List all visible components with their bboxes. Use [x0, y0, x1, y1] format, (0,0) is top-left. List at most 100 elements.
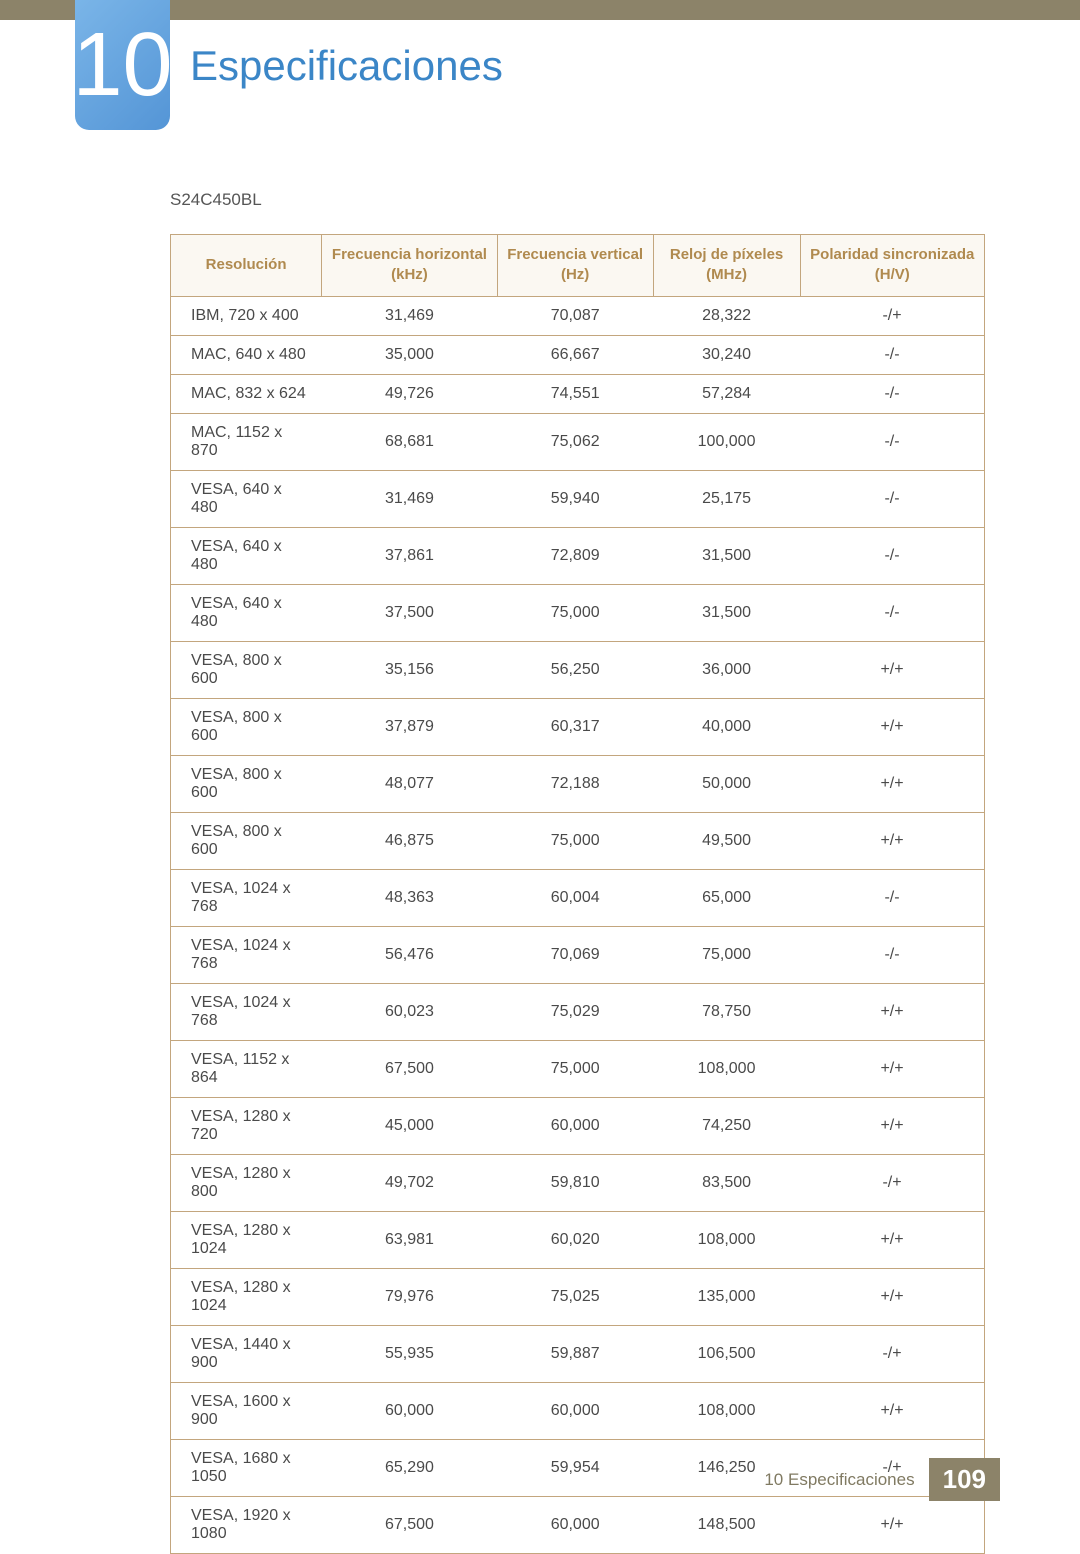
table-cell: 35,000	[322, 335, 498, 374]
col-header-3: Reloj de píxeles (MHz)	[653, 235, 800, 297]
footer: 10 Especificaciones 109	[764, 1458, 1000, 1501]
table-cell: 60,000	[322, 1382, 498, 1439]
table-cell: +/+	[800, 1097, 984, 1154]
table-cell: 106,500	[653, 1325, 800, 1382]
table-cell: 60,000	[497, 1382, 653, 1439]
table-cell: 50,000	[653, 755, 800, 812]
table-cell: -/-	[800, 527, 984, 584]
table-cell: 75,062	[497, 413, 653, 470]
table-cell: +/+	[800, 983, 984, 1040]
table-cell: 48,363	[322, 869, 498, 926]
table-cell: 68,681	[322, 413, 498, 470]
table-cell: +/+	[800, 698, 984, 755]
table-cell: 60,000	[497, 1097, 653, 1154]
table-cell: 67,500	[322, 1496, 498, 1553]
table-cell: 40,000	[653, 698, 800, 755]
table-cell: VESA, 1280 x 1024	[171, 1268, 322, 1325]
col-header-1: Frecuencia horizontal (kHz)	[322, 235, 498, 297]
table-cell: 60,020	[497, 1211, 653, 1268]
table-cell: 59,940	[497, 470, 653, 527]
table-cell: 75,025	[497, 1268, 653, 1325]
table-cell: +/+	[800, 1268, 984, 1325]
table-cell: VESA, 1152 x 864	[171, 1040, 322, 1097]
table-cell: -/-	[800, 470, 984, 527]
table-cell: 74,250	[653, 1097, 800, 1154]
table-cell: 57,284	[653, 374, 800, 413]
table-cell: VESA, 1680 x 1050	[171, 1439, 322, 1496]
table-cell: 36,000	[653, 641, 800, 698]
table-cell: IBM, 720 x 400	[171, 296, 322, 335]
table-cell: VESA, 1024 x 768	[171, 926, 322, 983]
table-cell: -/-	[800, 584, 984, 641]
table-cell: -/+	[800, 1154, 984, 1211]
table-cell: -/-	[800, 926, 984, 983]
table-cell: 108,000	[653, 1382, 800, 1439]
table-cell: VESA, 1280 x 720	[171, 1097, 322, 1154]
table-cell: -/+	[800, 296, 984, 335]
spec-table: ResoluciónFrecuencia horizontal (kHz)Fre…	[170, 234, 985, 1554]
table-row: VESA, 640 x 48031,46959,94025,175-/-	[171, 470, 985, 527]
table-cell: 37,500	[322, 584, 498, 641]
table-row: VESA, 1024 x 76856,47670,06975,000-/-	[171, 926, 985, 983]
table-cell: VESA, 1024 x 768	[171, 983, 322, 1040]
table-cell: 55,935	[322, 1325, 498, 1382]
table-cell: 75,000	[497, 584, 653, 641]
table-cell: 60,000	[497, 1496, 653, 1553]
table-cell: 48,077	[322, 755, 498, 812]
table-row: VESA, 1280 x 80049,70259,81083,500-/+	[171, 1154, 985, 1211]
table-row: VESA, 800 x 60037,87960,31740,000+/+	[171, 698, 985, 755]
table-cell: 148,500	[653, 1496, 800, 1553]
col-header-2: Frecuencia vertical (Hz)	[497, 235, 653, 297]
table-row: MAC, 832 x 62449,72674,55157,284-/-	[171, 374, 985, 413]
col-header-4: Polaridad sincronizada (H/V)	[800, 235, 984, 297]
table-row: VESA, 1280 x 72045,00060,00074,250+/+	[171, 1097, 985, 1154]
table-cell: VESA, 800 x 600	[171, 698, 322, 755]
table-cell: VESA, 800 x 600	[171, 755, 322, 812]
table-row: MAC, 1152 x 87068,68175,062100,000-/-	[171, 413, 985, 470]
table-cell: +/+	[800, 1382, 984, 1439]
table-cell: 60,023	[322, 983, 498, 1040]
table-cell: MAC, 640 x 480	[171, 335, 322, 374]
table-cell: 70,087	[497, 296, 653, 335]
table-cell: +/+	[800, 1211, 984, 1268]
table-cell: 79,976	[322, 1268, 498, 1325]
table-row: VESA, 640 x 48037,50075,00031,500-/-	[171, 584, 985, 641]
table-cell: 37,861	[322, 527, 498, 584]
table-row: VESA, 1440 x 90055,93559,887106,500-/+	[171, 1325, 985, 1382]
content-area: S24C450BL ResoluciónFrecuencia horizonta…	[170, 190, 985, 1554]
table-cell: VESA, 1440 x 900	[171, 1325, 322, 1382]
table-cell: VESA, 800 x 600	[171, 641, 322, 698]
table-cell: 59,954	[497, 1439, 653, 1496]
table-cell: 72,809	[497, 527, 653, 584]
table-cell: +/+	[800, 812, 984, 869]
table-cell: VESA, 1920 x 1080	[171, 1496, 322, 1553]
table-cell: -/+	[800, 1325, 984, 1382]
table-cell: +/+	[800, 1496, 984, 1553]
table-cell: VESA, 640 x 480	[171, 584, 322, 641]
table-cell: VESA, 1280 x 800	[171, 1154, 322, 1211]
table-cell: 31,500	[653, 584, 800, 641]
table-cell: MAC, 832 x 624	[171, 374, 322, 413]
table-row: MAC, 640 x 48035,00066,66730,240-/-	[171, 335, 985, 374]
table-cell: VESA, 640 x 480	[171, 527, 322, 584]
chapter-title: Especificaciones	[190, 42, 503, 90]
table-cell: 66,667	[497, 335, 653, 374]
table-cell: 75,000	[653, 926, 800, 983]
table-cell: 63,981	[322, 1211, 498, 1268]
table-cell: 108,000	[653, 1040, 800, 1097]
table-row: VESA, 1600 x 90060,00060,000108,000+/+	[171, 1382, 985, 1439]
table-cell: 59,810	[497, 1154, 653, 1211]
table-row: VESA, 1920 x 108067,50060,000148,500+/+	[171, 1496, 985, 1553]
table-cell: 25,175	[653, 470, 800, 527]
table-cell: -/-	[800, 374, 984, 413]
table-cell: 49,702	[322, 1154, 498, 1211]
table-cell: 45,000	[322, 1097, 498, 1154]
model-label: S24C450BL	[170, 190, 985, 210]
table-cell: 74,551	[497, 374, 653, 413]
table-cell: -/-	[800, 413, 984, 470]
table-row: VESA, 800 x 60046,87575,00049,500+/+	[171, 812, 985, 869]
table-cell: 108,000	[653, 1211, 800, 1268]
table-cell: VESA, 1280 x 1024	[171, 1211, 322, 1268]
table-row: VESA, 1280 x 102479,97675,025135,000+/+	[171, 1268, 985, 1325]
table-cell: VESA, 640 x 480	[171, 470, 322, 527]
